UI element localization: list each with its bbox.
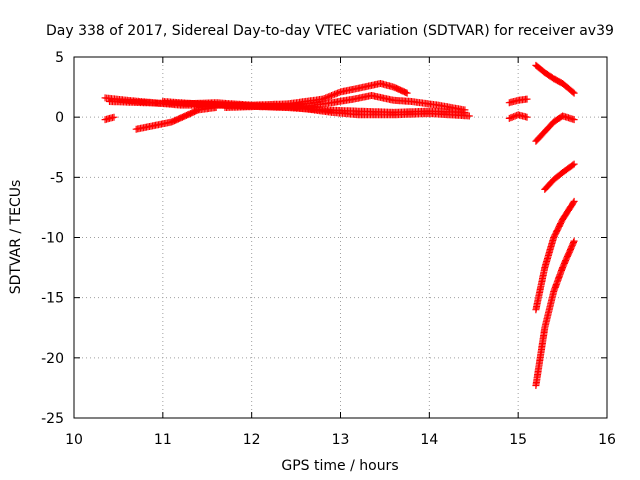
data-series-track <box>532 61 578 97</box>
x-tick-label: 12 <box>243 432 261 448</box>
y-axis-label: SDTVAR / TECUs <box>8 180 24 295</box>
x-tick-label: 10 <box>65 432 83 448</box>
x-tick-label: 14 <box>420 432 438 448</box>
data-series-track <box>505 95 531 107</box>
plus-markers <box>532 112 578 145</box>
plus-markers <box>532 61 578 97</box>
data-series-track <box>221 102 473 120</box>
data-series-track <box>132 104 220 133</box>
y-tick-labels: -25 -20 -15 -10 -5 0 5 <box>41 50 64 427</box>
data-series-track <box>532 237 578 389</box>
x-tick-labels: 10 11 12 13 14 15 16 <box>65 432 616 448</box>
y-tick-label: -15 <box>41 291 64 307</box>
y-tick-label: -20 <box>41 351 64 367</box>
x-tick-label: 15 <box>509 432 527 448</box>
y-tick-label: 0 <box>55 110 64 126</box>
axis-ticks <box>73 56 608 419</box>
plus-markers <box>221 102 473 120</box>
x-tick-label: 13 <box>332 432 350 448</box>
x-tick-label: 16 <box>598 432 616 448</box>
data-series-track <box>532 112 578 145</box>
data-series-track <box>541 160 578 193</box>
x-tick-label: 11 <box>154 432 172 448</box>
grid <box>74 57 607 418</box>
data-series-track <box>505 111 531 122</box>
plus-markers <box>532 197 578 314</box>
plus-markers <box>132 104 220 133</box>
plus-markers <box>532 237 578 389</box>
plus-markers <box>505 95 531 107</box>
y-tick-label: -5 <box>50 170 64 186</box>
plus-markers <box>541 160 578 193</box>
chart-title: Day 338 of 2017, Sidereal Day-to-day VTE… <box>46 23 614 39</box>
y-tick-label: -10 <box>41 231 64 247</box>
plus-markers <box>101 113 118 124</box>
y-tick-label: 5 <box>55 50 64 66</box>
x-axis-label: GPS time / hours <box>281 458 398 474</box>
plus-markers <box>505 111 531 122</box>
y-tick-label: -25 <box>41 411 64 427</box>
data-marks <box>101 61 578 389</box>
data-series-track <box>101 113 118 124</box>
data-series-track <box>532 197 578 314</box>
